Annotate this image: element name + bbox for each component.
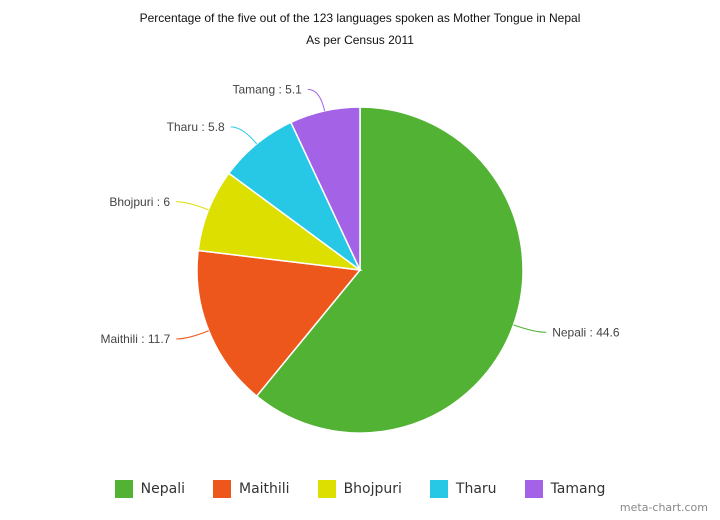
legend-swatch bbox=[524, 480, 543, 498]
leader-line-nepali bbox=[513, 324, 547, 333]
leader-line-maithili bbox=[176, 330, 209, 340]
leader-line-tamang bbox=[307, 88, 326, 111]
legend-label: Nepali bbox=[140, 481, 185, 497]
legend-label: Bhojpuri bbox=[343, 481, 402, 497]
data-label-tharu: Tharu : 5.8 bbox=[167, 120, 225, 134]
pie-slice-maithili bbox=[196, 249, 362, 398]
legend-swatch bbox=[212, 480, 231, 498]
legend-swatch bbox=[114, 480, 133, 498]
pie-slice-tamang bbox=[289, 106, 361, 271]
data-label-bhojpuri: Bhojpuri : 6 bbox=[109, 195, 170, 209]
chart-legend: Nepali Maithili Bhojpuri Tharu Tamang bbox=[0, 480, 720, 498]
data-label-maithili: Maithili : 11.7 bbox=[101, 332, 171, 346]
legend-item-nepali: Nepali bbox=[114, 480, 185, 498]
chart-title: Percentage of the five out of the 123 la… bbox=[139, 11, 581, 25]
legend-swatch bbox=[317, 480, 336, 498]
legend-label: Tamang bbox=[550, 481, 606, 497]
chart-subtitle: As per Census 2011 bbox=[306, 33, 414, 47]
legend-label: Tharu bbox=[455, 481, 497, 497]
legend-swatch bbox=[429, 480, 448, 498]
legend-label: Maithili bbox=[238, 481, 290, 497]
watermark: meta-chart.com bbox=[619, 501, 708, 514]
leader-line-tharu bbox=[230, 126, 258, 145]
legend-item-bhojpuri: Bhojpuri bbox=[317, 480, 402, 498]
legend-item-maithili: Maithili bbox=[212, 480, 290, 498]
data-label-tamang: Tamang : 5.1 bbox=[232, 82, 302, 96]
data-label-nepali: Nepali : 44.6 bbox=[552, 325, 620, 339]
pie-slice-nepali bbox=[255, 106, 524, 434]
leader-line-bhojpuri bbox=[176, 201, 209, 211]
legend-item-tamang: Tamang bbox=[524, 480, 606, 498]
legend-item-tharu: Tharu bbox=[429, 480, 497, 498]
